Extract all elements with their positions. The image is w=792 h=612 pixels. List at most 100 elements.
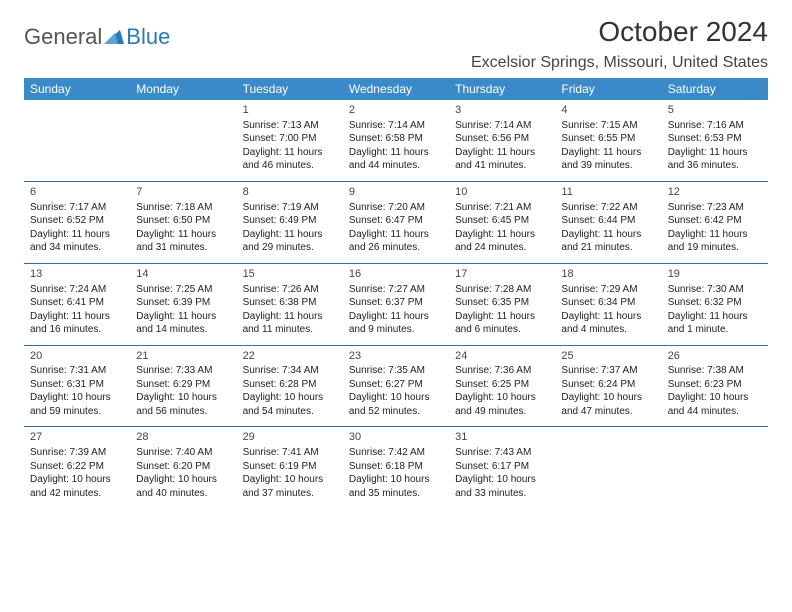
sunrise-text: Sunrise: 7:40 AM [136,446,230,460]
sunrise-text: Sunrise: 7:24 AM [30,283,124,297]
sunrise-text: Sunrise: 7:39 AM [30,446,124,460]
day-number: 5 [668,103,762,118]
daylight-text: Daylight: 11 hours and 24 minutes. [455,228,549,255]
daylight-text: Daylight: 11 hours and 31 minutes. [136,228,230,255]
sunset-text: Sunset: 6:53 PM [668,132,762,146]
daylight-text: Daylight: 11 hours and 16 minutes. [30,310,124,337]
sunset-text: Sunset: 6:29 PM [136,378,230,392]
sunrise-text: Sunrise: 7:30 AM [668,283,762,297]
sunset-text: Sunset: 6:32 PM [668,296,762,310]
daylight-text: Daylight: 10 hours and 44 minutes. [668,391,762,418]
day-number: 26 [668,349,762,364]
day-number: 23 [349,349,443,364]
calendar-day-cell [555,427,661,508]
day-number: 10 [455,185,549,200]
calendar-week-row: 13Sunrise: 7:24 AMSunset: 6:41 PMDayligh… [24,263,768,345]
calendar-day-cell: 18Sunrise: 7:29 AMSunset: 6:34 PMDayligh… [555,263,661,345]
daylight-text: Daylight: 11 hours and 1 minute. [668,310,762,337]
day-number: 14 [136,267,230,282]
day-number: 7 [136,185,230,200]
sunrise-text: Sunrise: 7:28 AM [455,283,549,297]
daylight-text: Daylight: 11 hours and 9 minutes. [349,310,443,337]
sunset-text: Sunset: 6:38 PM [243,296,337,310]
daylight-text: Daylight: 11 hours and 44 minutes. [349,146,443,173]
daylight-text: Daylight: 10 hours and 42 minutes. [30,473,124,500]
day-number: 30 [349,430,443,445]
daylight-text: Daylight: 11 hours and 46 minutes. [243,146,337,173]
sunset-text: Sunset: 6:19 PM [243,460,337,474]
calendar-day-cell: 9Sunrise: 7:20 AMSunset: 6:47 PMDaylight… [343,181,449,263]
sunrise-text: Sunrise: 7:15 AM [561,119,655,133]
sunset-text: Sunset: 6:45 PM [455,214,549,228]
sunrise-text: Sunrise: 7:35 AM [349,364,443,378]
sunset-text: Sunset: 6:24 PM [561,378,655,392]
day-header: Tuesday [237,78,343,100]
sunset-text: Sunset: 6:50 PM [136,214,230,228]
sunset-text: Sunset: 6:58 PM [349,132,443,146]
sunrise-text: Sunrise: 7:18 AM [136,201,230,215]
daylight-text: Daylight: 10 hours and 35 minutes. [349,473,443,500]
day-number: 4 [561,103,655,118]
calendar-day-cell: 25Sunrise: 7:37 AMSunset: 6:24 PMDayligh… [555,345,661,427]
day-number: 21 [136,349,230,364]
brand-logo: General Blue [24,16,170,50]
sunset-text: Sunset: 6:39 PM [136,296,230,310]
calendar-day-cell: 21Sunrise: 7:33 AMSunset: 6:29 PMDayligh… [130,345,236,427]
day-header: Thursday [449,78,555,100]
daylight-text: Daylight: 10 hours and 33 minutes. [455,473,549,500]
location-subtitle: Excelsior Springs, Missouri, United Stat… [471,54,768,72]
sunset-text: Sunset: 6:44 PM [561,214,655,228]
day-number: 6 [30,185,124,200]
daylight-text: Daylight: 11 hours and 11 minutes. [243,310,337,337]
sunrise-text: Sunrise: 7:19 AM [243,201,337,215]
sunset-text: Sunset: 6:20 PM [136,460,230,474]
sunrise-text: Sunrise: 7:21 AM [455,201,549,215]
day-header: Saturday [662,78,768,100]
sunset-text: Sunset: 6:49 PM [243,214,337,228]
daylight-text: Daylight: 10 hours and 54 minutes. [243,391,337,418]
calendar-day-cell: 23Sunrise: 7:35 AMSunset: 6:27 PMDayligh… [343,345,449,427]
sunset-text: Sunset: 7:00 PM [243,132,337,146]
day-header: Monday [130,78,236,100]
day-number: 24 [455,349,549,364]
day-number: 12 [668,185,762,200]
month-title: October 2024 [471,16,768,48]
daylight-text: Daylight: 11 hours and 6 minutes. [455,310,549,337]
day-number: 29 [243,430,337,445]
daylight-text: Daylight: 10 hours and 37 minutes. [243,473,337,500]
day-number: 17 [455,267,549,282]
sunset-text: Sunset: 6:28 PM [243,378,337,392]
day-number: 25 [561,349,655,364]
sunrise-text: Sunrise: 7:36 AM [455,364,549,378]
daylight-text: Daylight: 10 hours and 47 minutes. [561,391,655,418]
header: General Blue October 2024 Excelsior Spri… [24,16,768,72]
calendar-page: General Blue October 2024 Excelsior Spri… [0,0,792,524]
calendar-day-cell: 10Sunrise: 7:21 AMSunset: 6:45 PMDayligh… [449,181,555,263]
calendar-day-cell: 4Sunrise: 7:15 AMSunset: 6:55 PMDaylight… [555,100,661,181]
calendar-day-cell: 12Sunrise: 7:23 AMSunset: 6:42 PMDayligh… [662,181,768,263]
day-header: Friday [555,78,661,100]
sunrise-text: Sunrise: 7:17 AM [30,201,124,215]
calendar-day-cell: 5Sunrise: 7:16 AMSunset: 6:53 PMDaylight… [662,100,768,181]
sunset-text: Sunset: 6:22 PM [30,460,124,474]
sunset-text: Sunset: 6:18 PM [349,460,443,474]
daylight-text: Daylight: 11 hours and 41 minutes. [455,146,549,173]
sunrise-text: Sunrise: 7:41 AM [243,446,337,460]
sunset-text: Sunset: 6:34 PM [561,296,655,310]
calendar-day-cell [24,100,130,181]
day-number: 11 [561,185,655,200]
daylight-text: Daylight: 11 hours and 26 minutes. [349,228,443,255]
calendar-day-cell: 28Sunrise: 7:40 AMSunset: 6:20 PMDayligh… [130,427,236,508]
calendar-day-cell: 27Sunrise: 7:39 AMSunset: 6:22 PMDayligh… [24,427,130,508]
calendar-day-cell: 30Sunrise: 7:42 AMSunset: 6:18 PMDayligh… [343,427,449,508]
sunset-text: Sunset: 6:56 PM [455,132,549,146]
calendar-week-row: 27Sunrise: 7:39 AMSunset: 6:22 PMDayligh… [24,427,768,508]
day-number: 18 [561,267,655,282]
sunset-text: Sunset: 6:37 PM [349,296,443,310]
day-number: 1 [243,103,337,118]
calendar-day-cell: 6Sunrise: 7:17 AMSunset: 6:52 PMDaylight… [24,181,130,263]
sunrise-text: Sunrise: 7:14 AM [349,119,443,133]
daylight-text: Daylight: 11 hours and 34 minutes. [30,228,124,255]
calendar-day-cell: 17Sunrise: 7:28 AMSunset: 6:35 PMDayligh… [449,263,555,345]
calendar-table: Sunday Monday Tuesday Wednesday Thursday… [24,78,768,508]
